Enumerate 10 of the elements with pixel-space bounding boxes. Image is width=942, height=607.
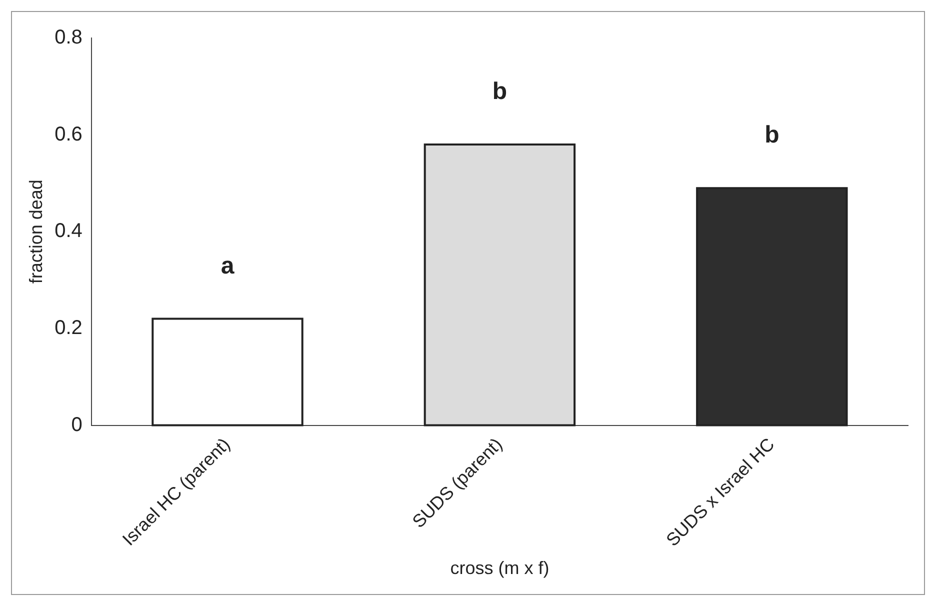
- y-tick-label: 0.8: [54, 26, 82, 49]
- x-axis-title: cross (m x f): [450, 558, 550, 578]
- annotation: a: [220, 252, 235, 280]
- y-tick-label: 0.4: [54, 220, 82, 242]
- y-axis-title: fraction dead: [26, 180, 46, 284]
- annotation: b: [492, 78, 508, 106]
- y-tick-label: 0.2: [54, 316, 82, 339]
- y-tick-label: 0: [71, 414, 82, 436]
- annotation: b: [764, 122, 780, 149]
- y-tick-label: 0.6: [54, 123, 82, 146]
